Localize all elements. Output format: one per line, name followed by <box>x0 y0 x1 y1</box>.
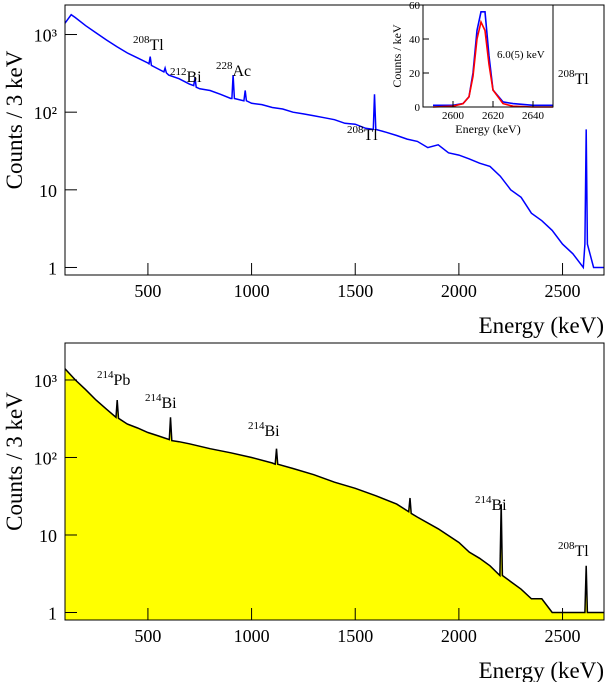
peak-mass: 214 <box>248 420 265 432</box>
peak-label: 208Tl <box>133 34 164 54</box>
plot-frame <box>64 4 605 276</box>
spectrum-line <box>64 368 604 614</box>
peak-label: 212Bi <box>170 66 202 86</box>
y-axis-title: Counts / 3 keV <box>2 50 27 189</box>
peak-mass: 214 <box>475 494 492 506</box>
peak-element: Bi <box>265 423 281 440</box>
x-tick-label: 2600 <box>442 110 465 122</box>
peak-element: Tl <box>575 71 590 88</box>
peak-mass: 208 <box>558 68 575 80</box>
peak-mass: 214 <box>97 369 114 381</box>
y-tick-label: 1 <box>48 603 57 623</box>
peak-label: 208Tl <box>347 124 378 144</box>
peak-mass: 208 <box>347 124 364 136</box>
peak-element: Pb <box>114 372 131 389</box>
x-tick-label: 1000 <box>234 281 270 301</box>
peak-label: 228Ac <box>216 60 251 80</box>
peak-element: Bi <box>162 395 178 412</box>
x-axis-title: Energy (keV) <box>455 122 520 136</box>
peak-mass: 208 <box>558 540 575 552</box>
peak-label: 214Bi <box>248 420 280 440</box>
peak-mass: 214 <box>145 392 162 404</box>
y-tick-label: 10³ <box>34 371 58 391</box>
x-tick-label: 2000 <box>441 281 477 301</box>
peak-label: 208Tl <box>558 68 589 88</box>
x-tick-label: 500 <box>134 626 161 646</box>
y-axis-title: Counts / keV <box>390 24 404 88</box>
annotation: 6.0(5) keV <box>497 49 545 61</box>
y-axis-title: Counts / 3 keV <box>2 392 27 531</box>
peak-mass: 212 <box>170 66 187 78</box>
x-tick-label: 2000 <box>441 626 477 646</box>
x-tick-label: 2500 <box>545 281 581 301</box>
y-tick-label: 1 <box>48 258 57 278</box>
peak-label: 214Bi <box>475 494 507 514</box>
y-tick-label: 0 <box>415 102 421 114</box>
peak-element: Tl <box>150 37 165 54</box>
plot-frame <box>422 4 554 108</box>
peak-label: 214Pb <box>97 369 130 389</box>
peak-element: Tl <box>575 543 590 560</box>
x-tick-label: 2640 <box>522 110 545 122</box>
x-tick-label: 1500 <box>337 281 373 301</box>
x-tick-label: 1500 <box>337 626 373 646</box>
x-tick-label: 500 <box>134 281 161 301</box>
x-tick-label: 1000 <box>234 626 270 646</box>
y-tick-label: 10 <box>39 526 57 546</box>
peak-element: Bi <box>187 69 203 86</box>
spectrum-line <box>432 19 553 108</box>
area <box>65 368 604 620</box>
peak-element: Bi <box>492 497 508 514</box>
peak-mass: 228 <box>216 60 233 72</box>
y-tick-label: 10² <box>34 103 57 123</box>
peak-element: Tl <box>364 127 379 144</box>
x-axis-title: Energy (keV) <box>479 658 604 682</box>
peak-label: 208Tl <box>558 540 589 560</box>
plot-frame <box>64 342 605 621</box>
y-tick-label: 40 <box>409 34 421 46</box>
y-tick-label: 10³ <box>34 26 58 46</box>
x-axis-title: Energy (keV) <box>479 313 604 338</box>
y-tick-label: 10 <box>39 181 57 201</box>
peak-mass: 208 <box>133 34 150 46</box>
peak-label: 214Bi <box>145 392 177 412</box>
spectrum-line <box>64 13 604 270</box>
y-tick-label: 60 <box>409 0 421 12</box>
x-tick-label: 2620 <box>482 110 505 122</box>
y-tick-label: 20 <box>409 68 421 80</box>
peak-element: Ac <box>233 63 252 80</box>
x-tick-label: 2500 <box>545 626 581 646</box>
y-tick-label: 10² <box>34 448 57 468</box>
